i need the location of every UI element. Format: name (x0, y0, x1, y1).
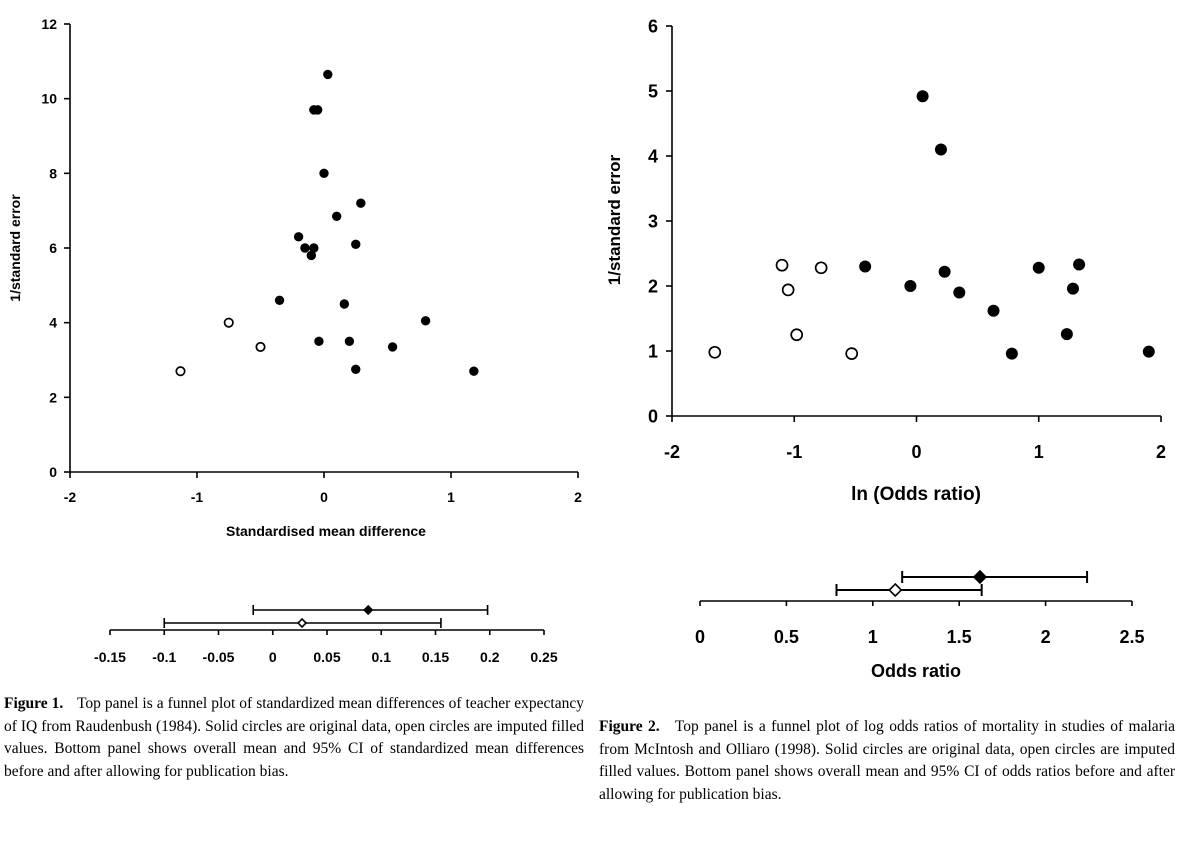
y-tick-label-1: 0 (49, 464, 57, 480)
x-tick-label-2: 2 (1156, 442, 1166, 462)
imputed-data-point-2 (775, 258, 789, 272)
y-tick-label-1: 2 (49, 389, 57, 405)
ci-tick-label-1: -0.15 (94, 649, 126, 665)
figure-1-text: Top panel is a funnel plot of standardiz… (4, 695, 584, 780)
original-data-point-1 (306, 250, 316, 261)
y-tick-label-2: 6 (648, 16, 658, 36)
figure-2-label: Figure 2. (599, 718, 660, 735)
y-tick-label-2: 0 (648, 406, 658, 426)
y-tick-label-2: 2 (648, 276, 658, 296)
x-tick-label-1: 1 (447, 489, 455, 505)
x-axis-label-1: Standardised mean difference (226, 523, 426, 539)
ci-axis-label-2: Odds ratio (871, 661, 961, 680)
imputed-data-point-1 (255, 341, 266, 352)
original-data-point-2 (934, 143, 947, 156)
ci-tick-label-2: 1 (868, 627, 878, 647)
y-tick-label-2: 3 (648, 211, 658, 231)
y-tick-label-2: 5 (648, 81, 658, 101)
original-data-point-2 (1142, 345, 1155, 358)
ci-tick-label-2: 2.5 (1119, 627, 1144, 647)
original-data-point-1 (420, 316, 431, 326)
y-axis-label-1: 1/standard error (7, 194, 23, 302)
original-data-point-1 (319, 168, 329, 179)
ci-mean-marker-before-1 (363, 604, 374, 616)
original-data-point-1 (332, 211, 342, 221)
original-data-point-2 (1066, 282, 1079, 295)
ci-tick-label-1: 0 (269, 649, 277, 665)
x-axis-label-2: ln (Odds ratio) (851, 484, 981, 505)
x-tick-label-2: -1 (786, 442, 802, 462)
original-data-point-1 (300, 243, 310, 253)
ci-tick-label-2: 0.5 (774, 627, 799, 647)
original-data-point-2 (916, 90, 929, 103)
x-tick-label-2: -2 (664, 442, 680, 462)
original-data-point-1 (344, 336, 355, 347)
ci-tick-label-1: 0.05 (313, 649, 340, 665)
y-axis-label-2: 1/standard error (605, 154, 624, 285)
original-data-point-2 (904, 280, 917, 292)
x-tick-label-2: 0 (911, 442, 921, 462)
y-tick-label-2: 1 (648, 341, 658, 361)
ci-tick-label-2: 1.5 (947, 627, 972, 647)
x-tick-label-1: 2 (574, 489, 582, 505)
ci-tick-label-1: 0.25 (530, 649, 557, 665)
original-data-point-1 (323, 69, 333, 80)
ci-mean-marker-before-2 (972, 569, 988, 585)
imputed-data-point-2 (781, 283, 795, 297)
ci-plot-2: 0 0.5 1 1.5 2 2.5 Odds ratio (695, 569, 1145, 680)
original-data-point-1 (274, 295, 285, 305)
original-data-point-1 (356, 198, 366, 208)
figure-2-text: Top panel is a funnel plot of log odds r… (599, 718, 1176, 803)
imputed-data-point-2 (708, 345, 722, 359)
original-data-point-1 (469, 366, 479, 376)
x-tick-label-1: -2 (64, 489, 77, 505)
x-tick-label-1: 0 (320, 489, 328, 505)
imputed-data-point-2 (790, 328, 804, 342)
figure-1-label: Figure 1. (4, 695, 64, 712)
ci-tick-label-1: 0.1 (372, 649, 392, 665)
original-data-point-2 (1005, 347, 1018, 360)
x-tick-label-1: -1 (191, 489, 204, 505)
original-data-point-1 (351, 364, 361, 375)
original-data-point-1 (312, 105, 323, 115)
original-data-point-2 (1032, 261, 1045, 274)
funnel-plot-2: -2 -1 0 1 2 0 1 2 3 4 5 6 ln (Odds ratio) 1/standa… (605, 16, 1166, 505)
original-data-point-1 (387, 342, 398, 352)
original-data-point-2 (1060, 328, 1073, 341)
original-data-point-1 (339, 299, 350, 309)
original-data-point-1 (314, 336, 324, 347)
figure-1-caption: Figure 1. Top panel is a funnel plot of … (4, 693, 584, 783)
figure-2-caption: Figure 2. Top panel is a funnel plot of … (599, 716, 1175, 806)
x-tick-label-2: 1 (1034, 442, 1044, 462)
y-tick-label-1: 6 (49, 240, 57, 256)
original-data-point-1 (293, 232, 304, 242)
ci-tick-label-1: -0.1 (152, 649, 176, 665)
y-tick-label-1: 8 (49, 165, 57, 181)
imputed-data-point-1 (175, 366, 186, 377)
original-data-point-2 (859, 260, 872, 273)
y-tick-label-1: 10 (41, 91, 57, 107)
original-data-point-2 (953, 286, 966, 299)
imputed-data-point-1 (223, 317, 234, 328)
ci-mean-marker-after-1 (296, 617, 308, 629)
ci-mean-marker-after-2 (888, 582, 903, 598)
ci-plot-1: -0.15 -0.1 -0.05 0 0.05 0.1 0.15 0.2 0.25 (94, 604, 558, 665)
ci-tick-label-1: -0.05 (203, 649, 235, 665)
ci-tick-label-2: 2 (1041, 627, 1051, 647)
original-data-point-2 (1073, 258, 1086, 271)
ci-tick-label-1: 0.2 (480, 649, 500, 665)
y-tick-label-1: 4 (49, 315, 57, 331)
y-tick-label-1: 12 (41, 16, 57, 32)
imputed-data-point-2 (845, 347, 859, 360)
ci-tick-label-2: 0 (695, 627, 705, 647)
imputed-data-point-2 (814, 261, 828, 275)
original-data-point-2 (938, 265, 951, 278)
original-data-point-1 (351, 239, 361, 249)
y-tick-label-2: 4 (648, 146, 658, 166)
original-data-point-2 (987, 304, 1000, 317)
ci-tick-label-1: 0.15 (422, 649, 449, 665)
